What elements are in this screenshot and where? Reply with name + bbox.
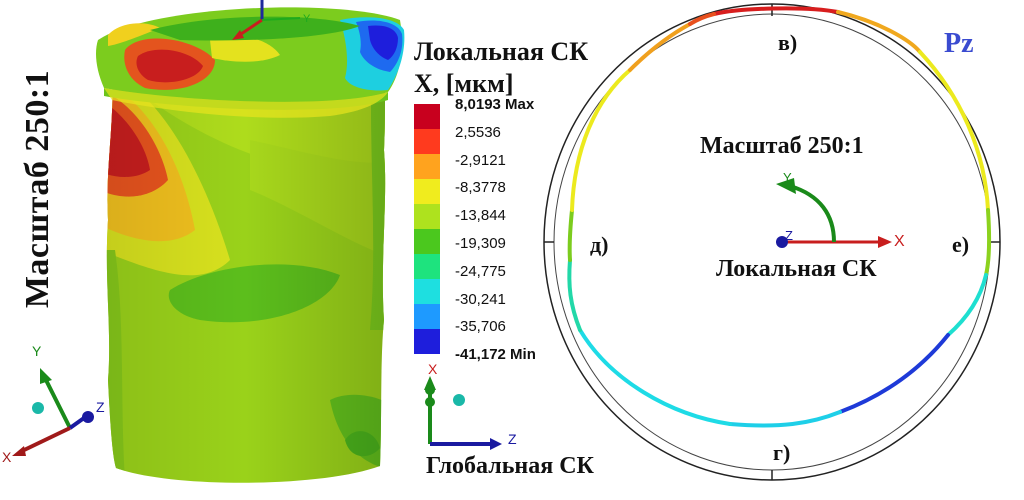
- legend-value: 2,5536: [455, 123, 501, 141]
- deformed-cylinder-view: Y Y Z X: [2, 0, 405, 483]
- legend-color-bar: [414, 104, 440, 354]
- legend-swatch: [414, 329, 440, 354]
- legend-value: -30,241: [455, 290, 506, 308]
- deformed-ring: [567, 6, 992, 428]
- left-triad-x-label: X: [2, 449, 12, 465]
- legend-value: -19,309: [455, 235, 506, 252]
- legend-value: -24,775: [455, 262, 506, 280]
- left-triad: Y Z X: [2, 343, 105, 465]
- legend-swatch: [414, 279, 440, 304]
- legend-value: -13,844: [455, 207, 506, 225]
- local-cs-label: Локальная СК: [716, 256, 877, 282]
- left-triad-y-label: Y: [32, 343, 42, 359]
- legend-value: -2,9121: [455, 151, 506, 169]
- legend-swatch: [414, 154, 440, 179]
- left-triad-z-label: Z: [96, 399, 105, 415]
- local-cs-triad: Y X Z: [776, 170, 905, 250]
- legend-swatch: [414, 179, 440, 204]
- legend-swatch: [414, 254, 440, 279]
- legend-value: -41,172 Min: [455, 346, 536, 364]
- top-triad: Y: [232, 0, 311, 40]
- legend-swatch: [414, 204, 440, 229]
- right-scale-label: Масштаб 250:1: [700, 133, 864, 159]
- legend-value: -35,706: [455, 318, 506, 336]
- left-scale-label: Масштаб 250:1: [19, 69, 56, 309]
- legend-swatch: [414, 129, 440, 154]
- legend-title: Локальная СК X, [мкм]: [414, 36, 588, 100]
- local-z-label: Z: [785, 228, 793, 243]
- svg-text:X: X: [428, 361, 438, 377]
- svg-text:Y: Y: [303, 13, 311, 25]
- local-x-label: X: [894, 233, 905, 250]
- legend-value: -8,3778: [455, 179, 506, 197]
- label-bottom: г): [773, 440, 791, 465]
- legend-title-line1: Локальная СК: [414, 37, 589, 66]
- pz-label: Pz: [944, 28, 974, 59]
- label-right: е): [952, 232, 970, 257]
- local-y-label: Y: [783, 170, 792, 185]
- label-left: д): [590, 232, 609, 257]
- legend-value: 8,0193 Max: [455, 96, 535, 113]
- label-top: в): [778, 30, 798, 55]
- cylinder-rim: [96, 7, 405, 118]
- legend-swatch: [414, 229, 440, 254]
- ring-section-view: Y X Z: [543, 3, 1001, 481]
- legend-title-line2: X, [мкм]: [414, 69, 514, 98]
- global-z-label: Z: [508, 431, 517, 447]
- legend-swatch: [414, 104, 440, 129]
- global-cs-label: Глобальная СК: [426, 453, 594, 479]
- global-cs-triad: X Z: [424, 361, 517, 450]
- legend-swatch: [414, 304, 440, 329]
